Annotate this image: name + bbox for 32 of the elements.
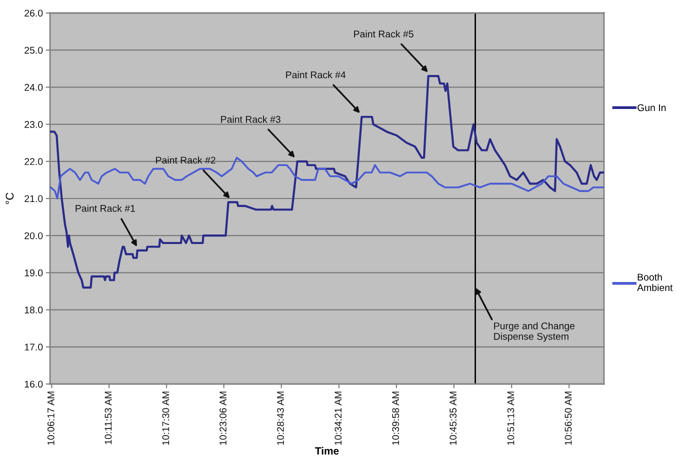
x-tick-label: 10:56:50 AM	[564, 392, 572, 445]
legend-label: Booth Ambient	[637, 273, 673, 292]
y-tick-label: 25.0	[24, 46, 43, 54]
y-tick-label: 20.0	[24, 232, 43, 240]
annotation: Paint Rack #5	[354, 30, 414, 38]
x-tick-label: 10:51:13 AM	[507, 392, 514, 445]
y-tick-label: 23.0	[24, 121, 43, 128]
x-tick-label: 10:39:58 AM	[392, 392, 400, 445]
x-tick-label: 10:17:30 AM	[162, 392, 170, 445]
x-tick-label: 10:23:06 AM	[220, 392, 226, 445]
line-series	[50, 156, 604, 200]
y-tick-label: 19.0	[24, 269, 43, 276]
y-tick-label: 26.0	[24, 10, 43, 17]
annotation: Paint Rack #4	[286, 71, 346, 78]
annotation: Paint Rack #3	[221, 116, 280, 123]
y-tick-label: 17.0	[24, 344, 43, 351]
y-tick-label: 16.0	[24, 380, 43, 388]
y-tick-label: 18.0	[24, 306, 43, 314]
x-tick-label: 10:11:53 AM	[104, 392, 112, 444]
x-tick-label: 10:45:35 AM	[450, 392, 457, 445]
x-tick-label: 10:28:43 AM	[277, 392, 284, 445]
x-tick-label: 10:34:21 AM	[334, 392, 342, 445]
y-tick-label: 21.0	[24, 195, 43, 202]
legend-label: Gun In	[638, 104, 666, 112]
ref-line-label: Purge and Change Dispense System	[494, 322, 575, 342]
x-tick-label: 10:06:17 AM	[47, 392, 54, 445]
y-axis-title: °C	[6, 192, 14, 204]
y-tick-label: 24.0	[24, 84, 43, 91]
annotation: Paint Rack #1	[76, 204, 135, 212]
x-axis-title: Time	[315, 446, 339, 455]
annotation: Paint Rack #2	[156, 156, 216, 164]
y-tick-label: 22.0	[24, 158, 43, 166]
